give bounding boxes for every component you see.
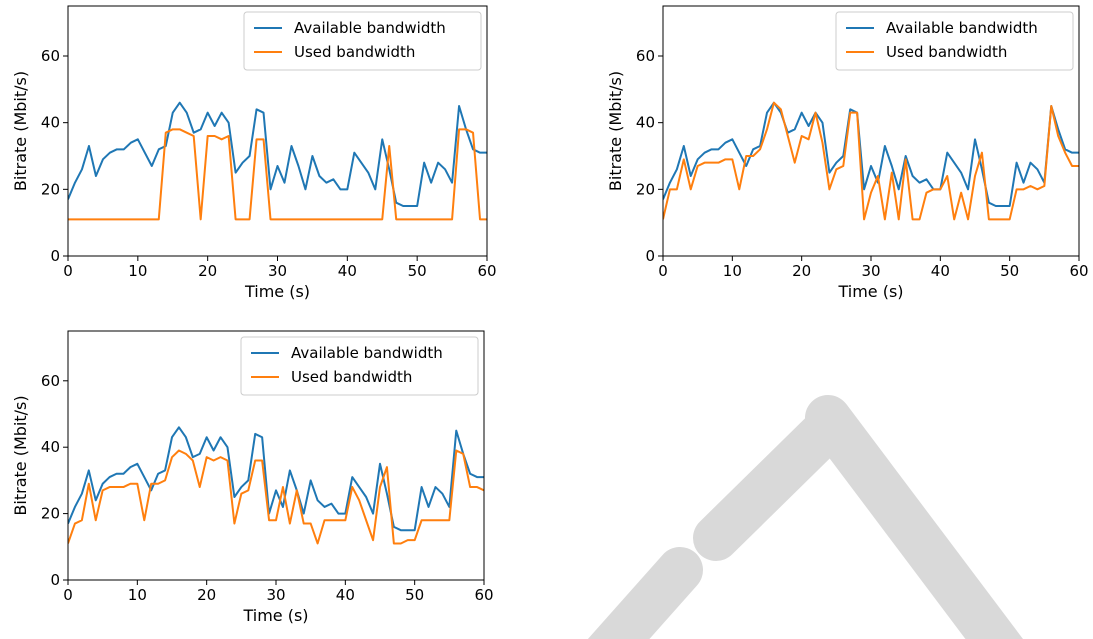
x-tick-label: 10 xyxy=(723,262,742,280)
y-tick-label: 20 xyxy=(636,180,655,198)
x-axis-label: Time (s) xyxy=(837,282,903,301)
x-tick-label: 0 xyxy=(63,262,73,280)
watermark xyxy=(587,395,1023,639)
x-tick-label: 20 xyxy=(198,262,217,280)
x-tick-label: 30 xyxy=(268,262,287,280)
legend: Available bandwidth Used bandwidth xyxy=(240,336,479,396)
x-tick-label: 20 xyxy=(792,262,811,280)
legend-label: Available bandwidth xyxy=(886,19,1038,37)
data-line xyxy=(68,449,484,545)
x-tick-label: 30 xyxy=(861,262,880,280)
subplot: 0 10 20 30 40 50 60 0 20 40 60 Time (s) Bitrate (Mbi… xyxy=(11,330,494,625)
x-tick-label: 40 xyxy=(931,262,950,280)
x-tick-label: 50 xyxy=(405,586,424,604)
y-axis-label: Bitrate (Mbit/s) xyxy=(11,395,30,515)
x-tick-label: 0 xyxy=(658,262,668,280)
x-tick-label: 30 xyxy=(266,586,285,604)
plot-area xyxy=(663,101,1079,221)
y-axis-label: Bitrate (Mbit/s) xyxy=(606,71,625,191)
y-tick-label: 40 xyxy=(41,114,60,132)
x-tick-label: 20 xyxy=(197,586,216,604)
y-axis-label: Bitrate (Mbit/s) xyxy=(11,71,30,191)
watermark-head xyxy=(587,547,703,639)
legend-box xyxy=(243,11,482,71)
y-tick-label: 40 xyxy=(636,114,655,132)
x-axis-label: Time (s) xyxy=(244,282,310,301)
y-tick-label: 40 xyxy=(41,438,60,456)
y-tick-label: 60 xyxy=(41,372,60,390)
data-line xyxy=(68,128,487,221)
y-tick-label: 0 xyxy=(50,571,60,589)
x-tick-label: 40 xyxy=(336,586,355,604)
y-tick-label: 0 xyxy=(645,247,655,265)
legend-label: Available bandwidth xyxy=(291,344,443,362)
y-tick-label: 0 xyxy=(50,247,60,265)
legend-box xyxy=(835,11,1074,71)
data-line xyxy=(68,426,484,532)
y-tick-label: 20 xyxy=(41,505,60,523)
data-line xyxy=(663,101,1079,207)
subplot: 0 10 20 30 40 50 60 0 20 40 60 Time (s) Bitrate (Mbi… xyxy=(11,5,497,301)
x-tick-label: 40 xyxy=(338,262,357,280)
x-tick-label: 50 xyxy=(1000,262,1019,280)
legend-label: Used bandwidth xyxy=(294,43,415,61)
legend: Available bandwidth Used bandwidth xyxy=(243,11,482,71)
data-line xyxy=(663,101,1079,221)
x-tick-label: 0 xyxy=(63,586,73,604)
x-tick-label: 60 xyxy=(1069,262,1088,280)
x-tick-label: 60 xyxy=(474,586,493,604)
x-tick-label: 60 xyxy=(477,262,496,280)
watermark-handle xyxy=(805,395,1023,639)
y-tick-label: 60 xyxy=(636,47,655,65)
plot-area xyxy=(68,101,487,221)
y-tick-label: 60 xyxy=(41,47,60,65)
y-tick-label: 20 xyxy=(41,180,60,198)
x-tick-label: 10 xyxy=(128,586,147,604)
legend-label: Used bandwidth xyxy=(291,368,412,386)
data-line xyxy=(68,101,487,207)
plot-area xyxy=(68,426,484,545)
x-tick-label: 50 xyxy=(408,262,427,280)
x-axis-label: Time (s) xyxy=(242,606,308,625)
legend-box xyxy=(240,336,479,396)
watermark-head xyxy=(693,405,851,561)
legend-label: Available bandwidth xyxy=(294,19,446,37)
x-tick-label: 10 xyxy=(128,262,147,280)
legend: Available bandwidth Used bandwidth xyxy=(835,11,1074,71)
subplot: 0 10 20 30 40 50 60 0 20 40 60 Time (s) Bitrate (Mbi… xyxy=(606,5,1089,301)
legend-label: Used bandwidth xyxy=(886,43,1007,61)
